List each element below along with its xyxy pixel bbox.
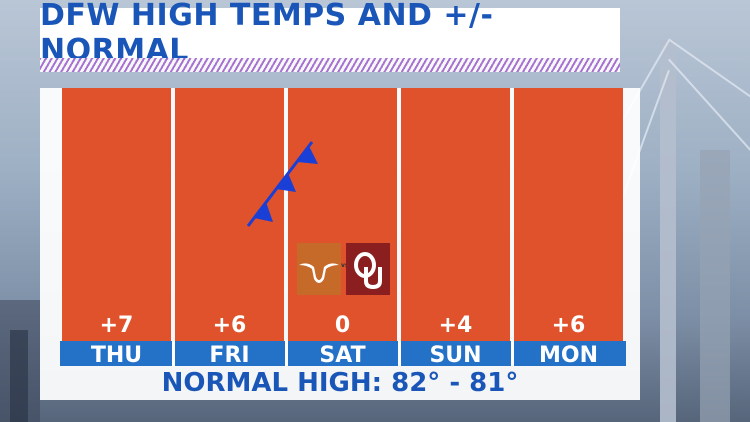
departure-label: +6 [552, 313, 586, 338]
day-label-sat: SAT [319, 343, 365, 368]
departure-label: +7 [100, 313, 134, 338]
bar-sun [401, 88, 510, 341]
band-separator [398, 341, 401, 366]
day-label-sun: SUN [429, 343, 481, 368]
bar-group-sat: 820SAT [288, 88, 397, 368]
band-separator [172, 341, 175, 366]
day-label-mon: MON [539, 343, 598, 368]
bar-mon [514, 88, 623, 342]
departure-label: +6 [213, 313, 247, 338]
day-label-fri: FRI [209, 343, 249, 368]
versus-label: vs [341, 262, 349, 269]
title-stripe-decoration [40, 58, 620, 72]
band-separator [285, 341, 288, 366]
departure-label: +4 [439, 313, 473, 338]
longhorn-logo-icon [297, 243, 341, 295]
title-bar: DFW HIGH TEMPS AND +/- NORMAL [40, 0, 620, 68]
band-separator [511, 341, 514, 366]
chart-title: DFW HIGH TEMPS AND +/- NORMAL [40, 0, 494, 68]
cold-front-icon [246, 141, 318, 227]
bar-thu [62, 88, 171, 341]
ou-logo-icon [346, 243, 390, 295]
day-label-band [60, 341, 626, 366]
departure-label: 0 [335, 313, 350, 338]
day-label-thu: THU [91, 343, 142, 368]
normal-high-label: NORMAL HIGH: 82° - 81° [161, 368, 519, 398]
bar-sat [288, 88, 397, 342]
